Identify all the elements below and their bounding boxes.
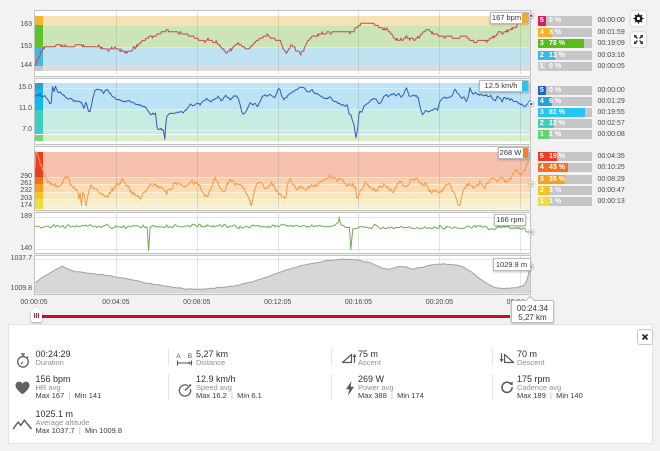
svg-text:A: A xyxy=(176,353,181,360)
svg-text:B: B xyxy=(188,353,192,360)
